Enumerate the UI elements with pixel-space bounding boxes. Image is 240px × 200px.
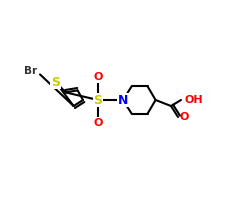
- Text: N: N: [118, 94, 128, 106]
- Text: OH: OH: [184, 95, 203, 105]
- Text: S: S: [51, 75, 60, 88]
- Text: S: S: [94, 94, 102, 106]
- Text: O: O: [93, 72, 103, 82]
- Text: Br: Br: [24, 66, 38, 76]
- Text: O: O: [180, 112, 189, 122]
- Text: O: O: [93, 118, 103, 128]
